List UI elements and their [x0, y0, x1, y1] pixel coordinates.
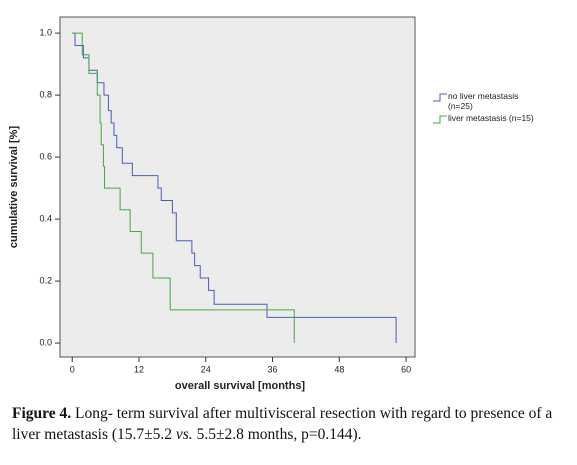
x-tick-label: 36 — [268, 364, 278, 374]
legend-label: no liver metastasis (n=25) — [448, 91, 519, 111]
legend-line — [433, 93, 447, 102]
survival-curve — [72, 32, 295, 344]
y-axis-title: cumulative survival [%] — [8, 126, 20, 249]
y-tick-label: 0.8 — [39, 89, 52, 99]
legend-item: liver metastasis (n=15) — [433, 113, 566, 124]
plot-area — [59, 16, 416, 358]
legend-line — [433, 115, 447, 124]
caption-text: Long- term survival after multivisceral … — [12, 405, 553, 443]
caption-text: 5.5±2.8 months, p=0.144). — [196, 426, 362, 443]
y-tick-label: 0.6 — [39, 151, 52, 161]
y-tick-label: 0.0 — [39, 337, 52, 347]
x-tick-label: 60 — [401, 364, 411, 374]
y-tick-label: 0.4 — [39, 213, 52, 223]
caption-label: Figure 4. — [12, 405, 72, 422]
legend-swatch — [433, 93, 447, 102]
legend-item: no liver metastasis (n=25) — [433, 91, 566, 111]
legend-swatch — [433, 115, 447, 124]
legend: no liver metastasis (n=25) liver metastas… — [433, 91, 566, 125]
x-tick-label: 0 — [70, 364, 75, 374]
caption: Figure 4. Long- term survival after mult… — [12, 403, 568, 445]
x-tick-label: 48 — [334, 364, 344, 374]
y-tick-label: 1.0 — [39, 27, 52, 37]
x-axis-title: overall survival [months] — [175, 380, 306, 392]
chart: cumulative survival [%] overall survival… — [8, 16, 416, 392]
x-tick-label: 12 — [134, 364, 144, 374]
x-tick-label: 24 — [201, 364, 211, 374]
caption-emphasis: vs. — [175, 426, 193, 443]
legend-label: liver metastasis (n=15) — [448, 113, 534, 123]
y-tick-label: 0.2 — [39, 275, 52, 285]
